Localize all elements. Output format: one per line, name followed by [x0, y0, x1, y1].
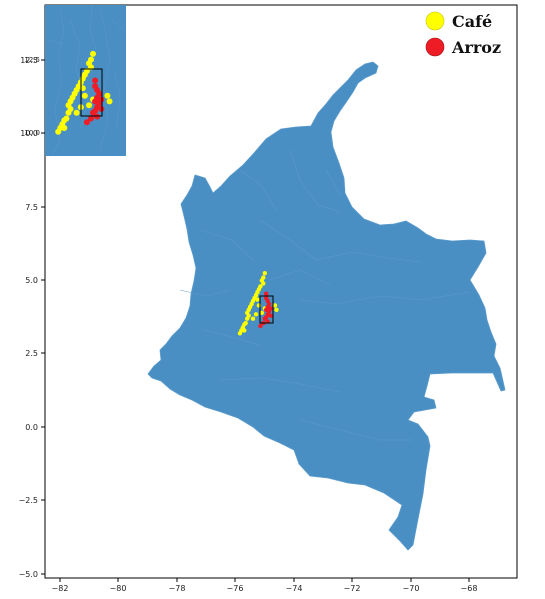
inset-point-cafe [55, 128, 62, 135]
inset-highlight-box [80, 68, 103, 117]
point-arroz [262, 316, 267, 321]
y-tick: −2.5 [19, 496, 45, 505]
inset-department-borders [49, 4, 125, 157]
y-tick: 2.5 [25, 349, 45, 358]
inset-point-cafe [65, 109, 72, 116]
x-tick-label: −74 [286, 584, 303, 593]
inset-point-cafe [104, 92, 111, 99]
point-cafe [245, 316, 250, 321]
inset-point-arroz [90, 109, 96, 116]
inset-point-arroz [94, 113, 101, 120]
point-cafe [243, 320, 248, 326]
colombia-land [147, 61, 506, 551]
y-tick: 0.0 [25, 423, 45, 432]
main-scatter-markers [237, 271, 279, 336]
y-tick-label: 2.5 [25, 349, 38, 358]
inset-map: 12.5 10.0 [24, 4, 126, 157]
x-tick-label: −80 [110, 584, 127, 593]
x-tick: −76 [227, 578, 244, 593]
point-arroz [264, 291, 269, 296]
inset-y-axis: 12.5 10.0 [24, 56, 45, 137]
inset-point-cafe [86, 102, 92, 109]
point-cafe [261, 281, 266, 286]
x-tick-label: −70 [403, 584, 420, 593]
y-tick: −5.0 [19, 570, 45, 579]
x-tick: −70 [403, 578, 420, 593]
y-tick-label: −5.0 [19, 570, 38, 579]
x-tick-label: −68 [461, 584, 478, 593]
x-tick: −78 [169, 578, 186, 593]
x-tick-label: −76 [227, 584, 244, 593]
point-cafe [259, 310, 264, 315]
inset-point-cafe [90, 50, 96, 57]
inset-point-cafe [106, 98, 113, 105]
main-highlight-box [259, 295, 274, 324]
colombia-outline [147, 61, 506, 551]
point-cafe [272, 303, 278, 308]
point-arroz [268, 313, 273, 318]
x-tick: −74 [286, 578, 303, 593]
legend: Café Arroz [425, 11, 501, 57]
main-axes-frame [44, 4, 518, 579]
y-tick-label: 5.0 [25, 276, 38, 285]
y-tick-label: 12.5 [20, 56, 38, 65]
x-tick: −82 [52, 578, 69, 593]
y-axis: 12.5 10.0 7.5 5.0 2.5 0.0 −2.5 −5.0 [19, 56, 45, 579]
inset-point-arroz [98, 106, 105, 112]
x-tick-label: −82 [52, 584, 69, 593]
inset-point-cafe [73, 109, 80, 116]
y-tick-label: 10.0 [20, 129, 38, 138]
legend-item-cafe: Café [425, 11, 492, 31]
y-tick: 5.0 [25, 276, 45, 285]
y-tick: 7.5 [25, 203, 45, 212]
inset-point-cafe [63, 115, 70, 122]
legend-label-cafe: Café [452, 12, 492, 31]
inset-y-tick-label: 12.5 [24, 56, 40, 64]
x-tick: −72 [344, 578, 361, 593]
inset-scatter-markers [55, 50, 113, 135]
inset-point-cafe [81, 92, 88, 99]
inset-point-arroz [88, 115, 94, 122]
x-tick-label: −78 [169, 584, 186, 593]
point-arroz [258, 323, 263, 329]
point-cafe [242, 328, 247, 333]
department-borders [179, 149, 471, 441]
inset-point-arroz [92, 77, 99, 84]
legend-marker-arroz [425, 37, 445, 57]
inset-y-tick-label: 10.0 [24, 129, 40, 137]
inset-point-cafe [61, 125, 68, 131]
point-cafe [274, 307, 279, 312]
legend-marker-cafe [425, 11, 445, 31]
point-cafe [255, 297, 260, 302]
inset-point-arroz [83, 119, 90, 126]
legend-label-arroz: Arroz [451, 38, 501, 57]
point-cafe [253, 312, 259, 317]
x-axis: −82 −80 −78 −76 −74 −72 −70 −68 [52, 578, 478, 593]
point-cafe [250, 316, 256, 321]
y-tick-label: −2.5 [19, 496, 38, 505]
x-tick-label: −72 [344, 584, 361, 593]
x-tick: −80 [110, 578, 127, 593]
legend-item-arroz: Arroz [425, 37, 501, 57]
x-tick: −68 [461, 578, 478, 593]
point-cafe [237, 331, 243, 336]
y-tick-label: 7.5 [25, 203, 38, 212]
point-cafe [262, 271, 267, 276]
y-tick-label: 0.0 [25, 423, 38, 432]
